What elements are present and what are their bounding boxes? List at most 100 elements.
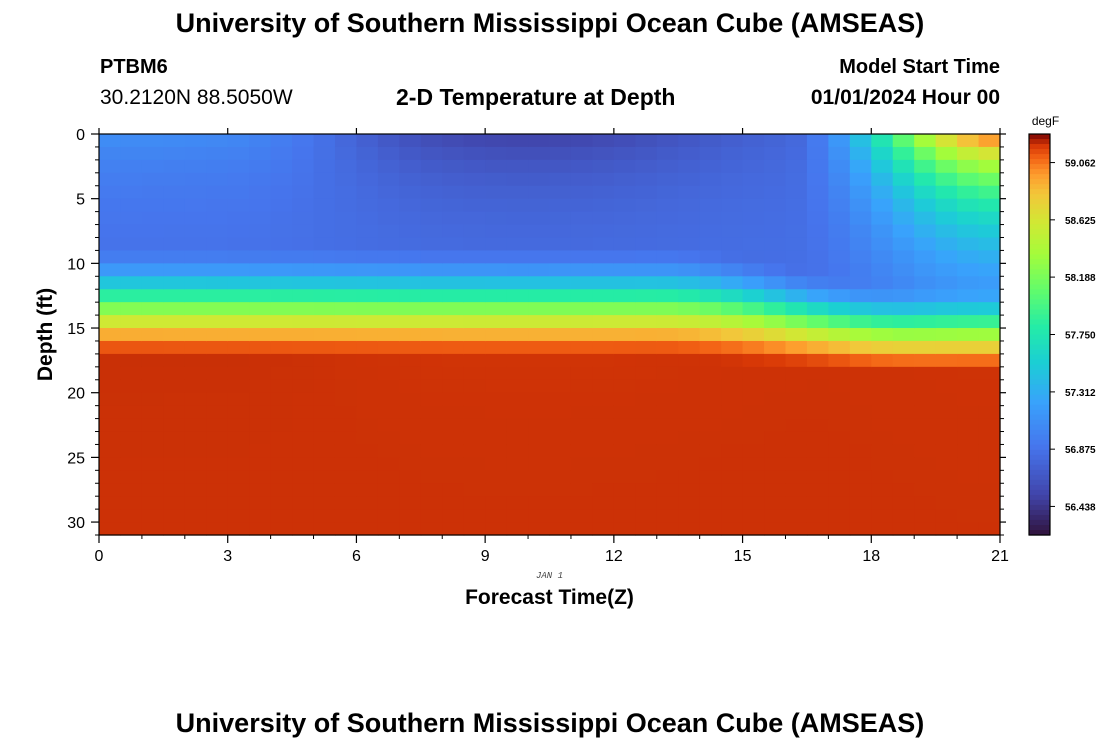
- colorbar-segment: [1029, 404, 1050, 411]
- heat-cell: [806, 483, 829, 497]
- heat-cell: [163, 250, 186, 264]
- heat-cell: [849, 263, 872, 277]
- heat-cell: [828, 224, 851, 239]
- heat-cell: [871, 405, 894, 420]
- heat-cell: [270, 405, 293, 420]
- heat-cell: [742, 302, 765, 316]
- colorbar-segment: [1029, 279, 1050, 285]
- heat-cell: [270, 146, 293, 161]
- colorbar-segment: [1029, 454, 1050, 461]
- colorbar-segment: [1029, 464, 1050, 471]
- heat-cell: [528, 237, 551, 252]
- heat-cell: [270, 289, 293, 303]
- heat-cell: [249, 146, 272, 161]
- heat-cell: [656, 159, 679, 174]
- heat-cell: [141, 353, 164, 368]
- heat-cell: [892, 353, 915, 368]
- heat-cell: [978, 379, 1001, 394]
- heat-cell: [377, 509, 400, 523]
- heat-cell: [570, 263, 593, 277]
- heat-cell: [377, 444, 400, 458]
- heat-cell: [163, 328, 186, 342]
- heat-cell: [528, 172, 551, 187]
- heat-cell: [892, 418, 915, 433]
- heat-cell: [163, 457, 186, 471]
- heat-cell: [506, 444, 529, 458]
- heat-cell: [334, 237, 358, 252]
- heat-cell: [292, 366, 315, 381]
- heat-cell: [570, 159, 593, 174]
- heat-cell: [377, 431, 400, 446]
- heat-cell: [120, 198, 143, 213]
- heat-cell: [292, 340, 315, 355]
- heat-cell: [935, 250, 958, 264]
- heat-cell: [99, 211, 122, 226]
- heat-cell: [313, 134, 336, 148]
- colorbar-segment: [1029, 329, 1050, 336]
- heat-cell: [699, 159, 722, 174]
- heat-cell: [656, 392, 679, 407]
- colorbar-segment: [1029, 354, 1050, 361]
- heat-cell: [957, 263, 980, 277]
- colorbar-segment: [1029, 409, 1050, 416]
- heat-cell: [313, 418, 336, 433]
- heat-cell: [742, 211, 765, 226]
- heat-cell: [141, 418, 164, 433]
- heat-cell: [892, 366, 915, 381]
- heat-cell: [163, 353, 186, 368]
- heat-cell: [249, 224, 272, 239]
- station-id: PTBM6: [100, 56, 168, 78]
- heat-cell: [334, 263, 358, 277]
- heat-cell: [377, 172, 400, 187]
- heat-cell: [485, 146, 508, 161]
- heat-cell: [420, 340, 443, 355]
- heat-cell: [377, 289, 400, 303]
- heat-cell: [99, 185, 122, 200]
- heat-cell: [892, 237, 915, 252]
- colorbar-segment: [1029, 309, 1050, 316]
- heat-cell: [871, 172, 894, 187]
- heat-cell: [227, 328, 250, 342]
- heat-cell: [721, 353, 744, 368]
- heat-cell: [141, 457, 164, 471]
- heat-cell: [506, 185, 529, 200]
- heat-cell: [849, 276, 872, 290]
- heat-cell: [184, 250, 207, 264]
- heatmap-cells: [99, 134, 1001, 536]
- heat-cell: [892, 431, 915, 446]
- heat-cell: [270, 392, 293, 407]
- heat-cell: [699, 263, 722, 277]
- heat-cell: [871, 134, 894, 148]
- heat-cell: [678, 509, 701, 523]
- heat-cell: [742, 237, 765, 252]
- heat-cell: [806, 276, 829, 290]
- heat-cell: [635, 392, 658, 407]
- heat-cell: [442, 483, 465, 497]
- colorbar-segment: [1029, 504, 1050, 511]
- heat-cell: [613, 522, 636, 536]
- heat-cell: [613, 134, 636, 148]
- heat-cell: [806, 366, 829, 381]
- heat-cell: [828, 302, 851, 316]
- heat-cell: [656, 211, 679, 226]
- heat-cell: [184, 496, 207, 510]
- heat-cell: [785, 224, 808, 239]
- heat-cell: [141, 444, 164, 458]
- heat-cell: [442, 211, 465, 226]
- colorbar-segment: [1029, 484, 1050, 491]
- heat-cell: [313, 340, 336, 355]
- heat-cell: [292, 276, 315, 290]
- heat-cell: [270, 522, 293, 536]
- heat-cell: [313, 328, 336, 342]
- heat-cell: [828, 198, 851, 213]
- colorbar-segment: [1029, 324, 1050, 331]
- heat-cell: [313, 431, 336, 446]
- heat-cell: [292, 457, 315, 471]
- heat-cell: [828, 276, 851, 290]
- colorbar-segment: [1029, 149, 1050, 155]
- heat-cell: [420, 483, 443, 497]
- heat-cell: [442, 509, 465, 523]
- heat-cell: [184, 315, 207, 329]
- heat-cell: [420, 302, 443, 316]
- heat-cell: [356, 198, 379, 213]
